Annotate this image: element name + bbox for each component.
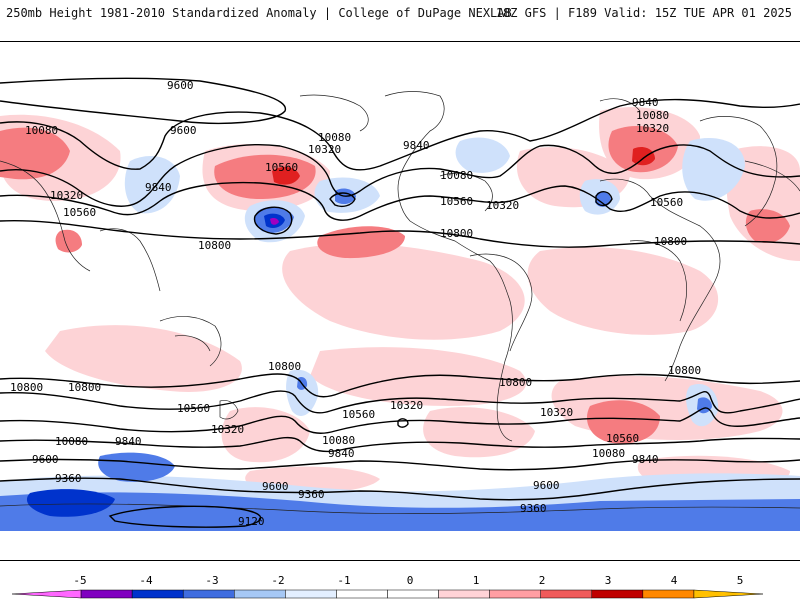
contour-label: 10560 xyxy=(265,161,298,174)
contour-label: 10560 xyxy=(63,206,96,219)
colorbar-swatch xyxy=(387,589,439,599)
contour-label: 10320 xyxy=(486,199,519,212)
contour-label: 10320 xyxy=(636,122,669,135)
contour-label: 9840 xyxy=(403,139,430,152)
map-panel: 9600 9600 10080 9840 10320 10560 10080 1… xyxy=(0,41,800,561)
contour-label: 10080 xyxy=(55,435,88,448)
contour-label: 10560 xyxy=(650,196,683,209)
colorbar-tick-label: 4 xyxy=(671,574,678,587)
contour-label: 10080 xyxy=(440,169,473,182)
anomaly-map: 9600 9600 10080 9840 10320 10560 10080 1… xyxy=(0,77,800,531)
colorbar-swatch xyxy=(438,589,490,599)
contour-label: 10800 xyxy=(440,227,473,240)
contour-label: 9600 xyxy=(262,480,289,493)
colorbar-tick-label: -2 xyxy=(271,574,284,587)
contour-label: 10800 xyxy=(654,235,687,248)
colorbar-swatch xyxy=(336,589,388,599)
colorbar-swatches xyxy=(11,589,764,599)
contour-label: 9600 xyxy=(170,124,197,137)
height-contours xyxy=(0,77,800,528)
contour-label: 9360 xyxy=(298,488,325,501)
colorbar-swatch xyxy=(182,589,235,599)
contour-label: 10800 xyxy=(499,376,532,389)
contour-label: 9120 xyxy=(238,515,265,528)
colorbar-swatch xyxy=(642,589,695,599)
colorbar-swatch xyxy=(489,589,541,599)
colorbar-swatch xyxy=(131,589,184,599)
colorbar-swatch xyxy=(285,589,337,599)
colorbar-swatch xyxy=(11,589,82,599)
colorbar-tick-label: 0 xyxy=(407,574,414,587)
valid-time: 18Z GFS | F189 Valid: 15Z TUE APR 01 202… xyxy=(495,6,792,20)
contour-label: 10080 xyxy=(25,124,58,137)
colorbar-tick-label: 2 xyxy=(539,574,546,587)
contour-label: 9840 xyxy=(632,96,659,109)
anomaly-shading xyxy=(0,107,800,531)
contour-label: 9600 xyxy=(533,479,560,492)
contour-label: 10560 xyxy=(440,195,473,208)
colorbar-tick-label: -3 xyxy=(205,574,218,587)
coastlines xyxy=(0,91,800,514)
colorbar-tick-label: 5 xyxy=(737,574,744,587)
contour-labels: 9600 9600 10080 9840 10320 10560 10080 1… xyxy=(10,79,701,528)
contour-label: 9360 xyxy=(520,502,547,515)
colorbar-swatch xyxy=(540,589,593,599)
colorbar-swatch xyxy=(591,589,644,599)
contour-label: 10320 xyxy=(390,399,423,412)
contour-label: 9840 xyxy=(632,453,659,466)
colorbar-tick-label: 3 xyxy=(605,574,612,587)
colorbar-ticks: -5 -4 -3 -2 -1 0 1 2 3 4 5 xyxy=(73,574,743,587)
contour-label: 10800 xyxy=(268,360,301,373)
contour-label: 10320 xyxy=(50,189,83,202)
contour-label: 10320 xyxy=(540,406,573,419)
contour-label: 9600 xyxy=(167,79,194,92)
contour-label: 10800 xyxy=(10,381,43,394)
colorbar-tick-label: -4 xyxy=(139,574,153,587)
contour-label: 10080 xyxy=(318,131,351,144)
colorbar-swatch xyxy=(234,589,286,599)
contour-label: 9840 xyxy=(328,447,355,460)
contour-label: 9600 xyxy=(32,453,59,466)
contour-label: 10080 xyxy=(592,447,625,460)
colorbar-tick-label: -5 xyxy=(73,574,86,587)
contour-label: 10080 xyxy=(322,434,355,447)
contour-label: 10080 xyxy=(636,109,669,122)
contour-label: 10560 xyxy=(342,408,375,421)
contour-label: 10320 xyxy=(211,423,244,436)
colorbar-swatch xyxy=(80,589,133,599)
contour-label: 9360 xyxy=(55,472,82,485)
contour-label: 10560 xyxy=(177,402,210,415)
contour-label: 10800 xyxy=(668,364,701,377)
map-title: 250mb Height 1981-2010 Standardized Anom… xyxy=(6,6,512,20)
colorbar-tick-label: 1 xyxy=(473,574,480,587)
contour-label: 9840 xyxy=(115,435,142,448)
contour-label: 10800 xyxy=(68,381,101,394)
contour-label: 10560 xyxy=(606,432,639,445)
colorbar-swatch xyxy=(693,589,764,599)
contour-label: 10800 xyxy=(198,239,231,252)
contour-label: 10320 xyxy=(308,143,341,156)
colorbar-tick-label: -1 xyxy=(337,574,350,587)
anomaly-colorbar: -5 -4 -3 -2 -1 0 1 2 3 4 5 xyxy=(11,574,764,599)
contour-label: 9840 xyxy=(145,181,172,194)
